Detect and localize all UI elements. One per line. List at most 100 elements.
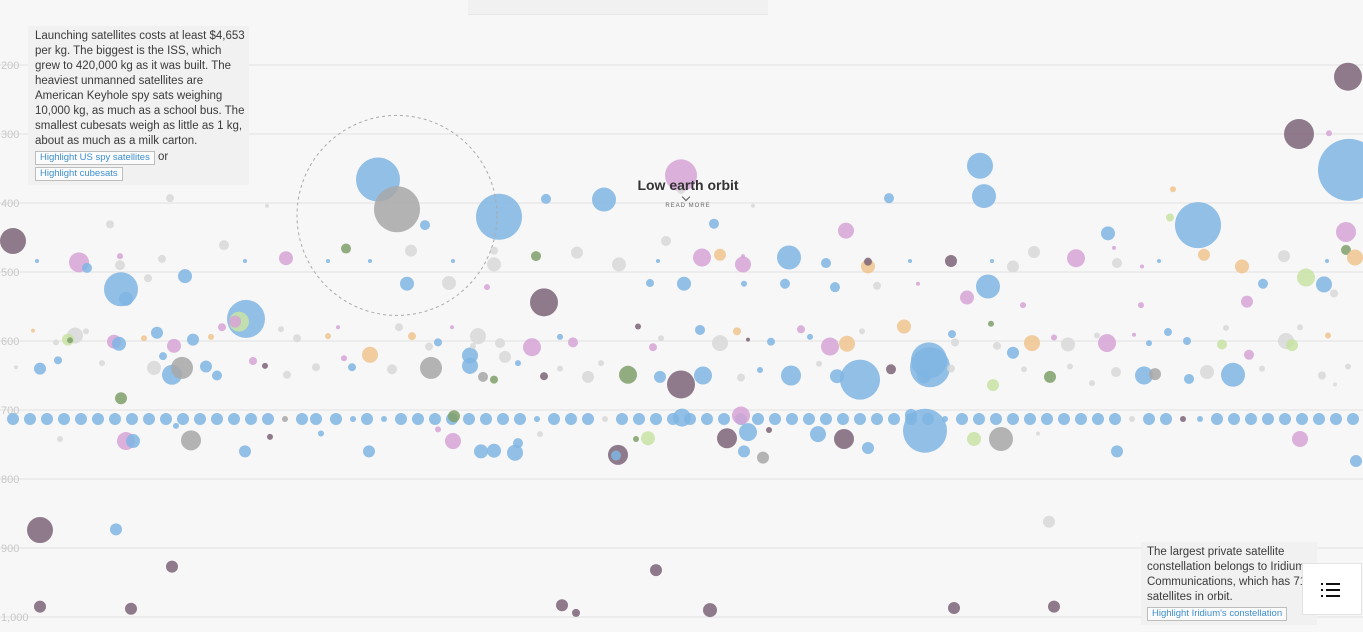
satellite-point[interactable]	[990, 258, 994, 263]
satellite-point[interactable]	[445, 433, 461, 450]
satellite-point[interactable]	[99, 360, 105, 367]
satellite-point[interactable]	[57, 435, 63, 442]
satellite-point[interactable]	[646, 279, 654, 288]
satellite-point[interactable]	[757, 366, 763, 373]
satellite-point[interactable]	[499, 350, 511, 363]
satellite-point[interactable]	[53, 339, 59, 346]
satellite-point[interactable]	[408, 332, 416, 341]
satellite-point[interactable]	[807, 333, 813, 340]
satellite-point[interactable]	[619, 365, 637, 384]
satellite-point[interactable]	[1292, 430, 1308, 447]
satellite-point[interactable]	[612, 257, 626, 272]
satellite-point[interactable]	[31, 328, 35, 333]
satellite-point[interactable]	[1067, 363, 1073, 370]
satellite-point[interactable]	[973, 412, 985, 425]
satellite-point[interactable]	[1101, 226, 1115, 241]
satellite-point[interactable]	[336, 325, 340, 330]
highlight-cubesats-button[interactable]: Highlight cubesats	[35, 167, 123, 181]
satellite-point[interactable]	[228, 412, 240, 425]
satellite-point[interactable]	[741, 254, 745, 259]
satellite-point[interactable]	[119, 291, 133, 306]
satellite-point[interactable]	[0, 227, 26, 254]
satellite-point[interactable]	[442, 276, 456, 291]
satellite-point[interactable]	[1318, 371, 1326, 380]
satellite-point[interactable]	[735, 256, 751, 273]
satellite-point[interactable]	[115, 392, 127, 405]
satellite-point[interactable]	[1112, 245, 1116, 250]
satellite-point[interactable]	[1198, 248, 1210, 261]
satellite-point[interactable]	[1318, 138, 1363, 201]
satellite-point[interactable]	[572, 608, 580, 617]
satellite-point[interactable]	[531, 251, 541, 262]
satellite-point[interactable]	[126, 412, 138, 425]
satellite-point[interactable]	[840, 359, 880, 400]
satellite-point[interactable]	[947, 364, 955, 373]
satellite-point[interactable]	[1334, 62, 1362, 91]
satellite-point[interactable]	[160, 412, 172, 425]
satellite-point[interactable]	[635, 323, 641, 330]
satellite-point[interactable]	[348, 363, 356, 372]
satellite-point[interactable]	[200, 360, 212, 373]
satellite-point[interactable]	[712, 335, 728, 352]
satellite-point[interactable]	[194, 412, 206, 425]
satellite-point[interactable]	[434, 338, 442, 347]
satellite-point[interactable]	[751, 203, 755, 208]
satellite-point[interactable]	[219, 240, 229, 251]
satellite-point[interactable]	[318, 430, 324, 437]
satellite-point[interactable]	[673, 408, 691, 427]
satellite-point[interactable]	[362, 346, 378, 363]
satellite-point[interactable]	[1146, 340, 1152, 347]
satellite-point[interactable]	[752, 412, 764, 425]
satellite-point[interactable]	[886, 364, 896, 375]
satellite-point[interactable]	[1175, 202, 1221, 249]
satellite-point[interactable]	[1221, 362, 1245, 387]
satellite-point[interactable]	[462, 357, 478, 374]
satellite-point[interactable]	[821, 258, 831, 269]
read-more-link[interactable]: READ MORE	[665, 203, 711, 209]
satellite-point[interactable]	[1235, 259, 1249, 274]
satellite-point[interactable]	[1112, 258, 1122, 269]
satellite-point[interactable]	[990, 412, 1002, 425]
satellite-point[interactable]	[58, 412, 70, 425]
satellite-point[interactable]	[218, 323, 226, 332]
satellite-point[interactable]	[282, 415, 288, 422]
satellite-point[interactable]	[976, 274, 1000, 299]
satellite-point[interactable]	[435, 426, 441, 433]
satellite-point[interactable]	[420, 220, 430, 231]
satellite-point[interactable]	[1296, 412, 1308, 425]
satellite-point[interactable]	[514, 412, 526, 425]
list-menu-button[interactable]	[1302, 563, 1362, 615]
satellite-point[interactable]	[350, 415, 356, 422]
satellite-point[interactable]	[1135, 366, 1153, 385]
satellite-point[interactable]	[1067, 249, 1085, 268]
satellite-point[interactable]	[110, 523, 122, 536]
satellite-point[interactable]	[1258, 278, 1268, 289]
satellite-point[interactable]	[487, 443, 501, 458]
satellite-point[interactable]	[141, 335, 147, 342]
satellite-point[interactable]	[1149, 368, 1161, 381]
satellite-point[interactable]	[515, 360, 521, 367]
satellite-point[interactable]	[633, 412, 645, 425]
satellite-point[interactable]	[341, 355, 347, 362]
satellite-point[interactable]	[797, 325, 805, 334]
satellite-point[interactable]	[106, 220, 114, 229]
satellite-point[interactable]	[1330, 289, 1338, 298]
satellite-point[interactable]	[470, 342, 476, 349]
satellite-point[interactable]	[665, 159, 697, 192]
satellite-point[interactable]	[1223, 324, 1229, 331]
satellite-point[interactable]	[239, 445, 251, 458]
satellite-point[interactable]	[1284, 119, 1314, 149]
satellite-point[interactable]	[988, 320, 994, 327]
satellite-point[interactable]	[490, 246, 498, 255]
satellite-point[interactable]	[1007, 346, 1019, 359]
satellite-point[interactable]	[897, 319, 911, 334]
satellite-point[interactable]	[871, 412, 883, 425]
satellite-point[interactable]	[478, 371, 488, 382]
satellite-point[interactable]	[537, 431, 543, 438]
satellite-point[interactable]	[1180, 415, 1186, 422]
satellite-point[interactable]	[405, 244, 417, 257]
satellite-point[interactable]	[14, 365, 18, 370]
satellite-point[interactable]	[1129, 415, 1135, 422]
satellite-point[interactable]	[245, 412, 257, 425]
satellite-point[interactable]	[1132, 332, 1136, 337]
